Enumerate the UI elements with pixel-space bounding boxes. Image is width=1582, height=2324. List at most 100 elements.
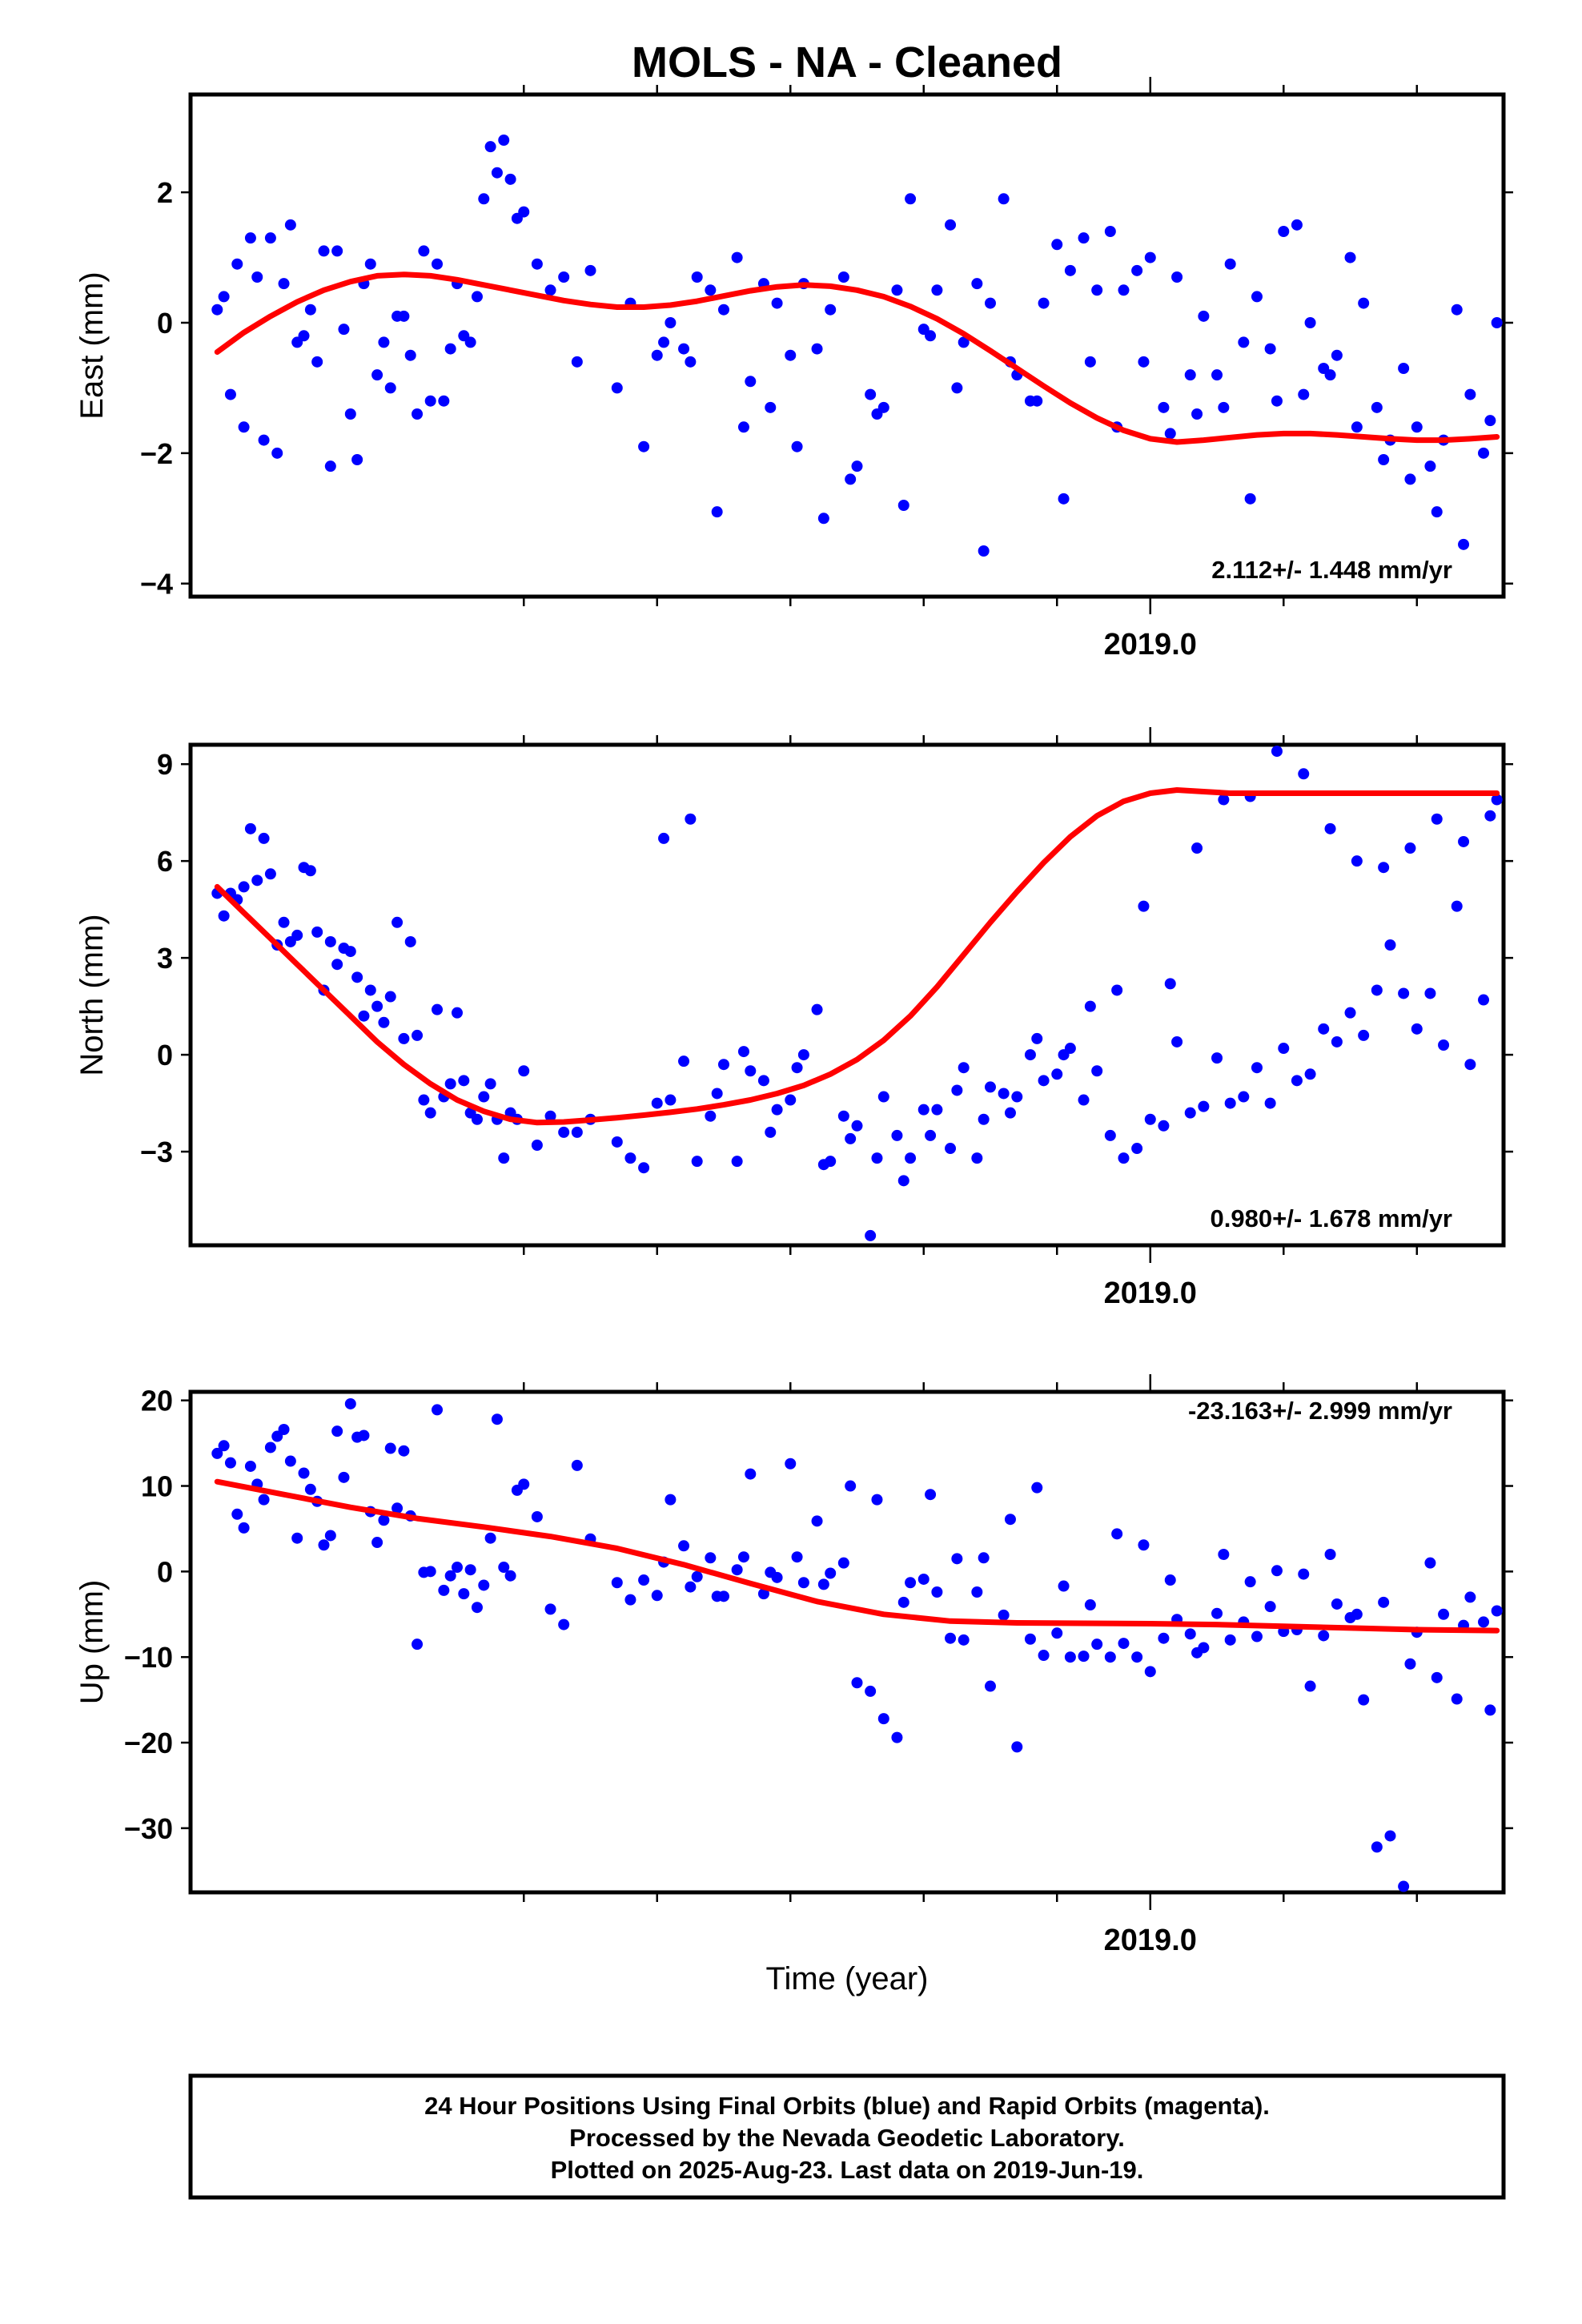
north-point — [1138, 900, 1150, 912]
north-point — [611, 1136, 623, 1148]
up-point — [1091, 1638, 1103, 1651]
east-point — [1164, 428, 1176, 440]
up-xtick-label: 2019.0 — [1104, 1924, 1197, 1957]
east-point — [1484, 415, 1496, 427]
east-point — [284, 219, 296, 231]
up-point — [258, 1494, 270, 1506]
north-point — [1111, 984, 1123, 996]
up-point — [1224, 1634, 1236, 1646]
up-point — [1384, 1830, 1396, 1842]
north-point — [1324, 822, 1336, 834]
east-point — [1118, 284, 1130, 296]
north-point — [311, 926, 323, 938]
east-point — [978, 545, 990, 557]
up-point — [451, 1562, 463, 1574]
east-point — [717, 304, 729, 316]
north-ytick-label: 9 — [157, 748, 173, 781]
north-point — [1371, 984, 1383, 996]
east-point — [1491, 317, 1503, 328]
up-point — [1011, 1741, 1023, 1753]
up-point — [278, 1424, 290, 1436]
east-point — [1451, 304, 1463, 316]
east-point — [765, 401, 777, 413]
up-point — [391, 1502, 404, 1514]
north-point — [638, 1162, 650, 1174]
north-point — [331, 959, 343, 971]
up-point — [865, 1685, 877, 1697]
up-point — [1244, 1576, 1256, 1588]
up-ytick-label: −10 — [124, 1641, 173, 1674]
up-point — [897, 1596, 909, 1608]
east-point — [311, 356, 323, 368]
up-point — [464, 1564, 476, 1576]
north-xtick-label: 2019.0 — [1104, 1277, 1197, 1310]
east-point — [998, 193, 1010, 205]
east-point — [651, 349, 663, 361]
east-frame — [188, 92, 1506, 599]
up-point — [444, 1570, 456, 1582]
up-point — [757, 1588, 769, 1600]
up-point — [291, 1532, 303, 1544]
east-point — [324, 460, 336, 472]
east-point — [584, 264, 596, 276]
north-point — [1038, 1075, 1050, 1087]
east-point — [351, 454, 363, 465]
east-point — [304, 304, 316, 316]
east-point — [1304, 317, 1316, 328]
north-point — [244, 822, 256, 834]
east-point — [691, 271, 703, 283]
east-point — [638, 440, 650, 452]
up-point — [412, 1638, 424, 1651]
up-point — [218, 1440, 230, 1452]
up-point — [1398, 1880, 1410, 1892]
up-point — [705, 1552, 717, 1564]
north-point — [1251, 1062, 1263, 1074]
east-point — [1404, 473, 1416, 485]
east-point — [464, 336, 476, 348]
up-point — [504, 1570, 516, 1582]
east-point — [845, 473, 857, 485]
north-point — [1278, 1043, 1290, 1055]
east-point — [678, 343, 690, 355]
east-ytick-label: 2 — [157, 176, 173, 209]
up-point — [358, 1429, 370, 1441]
east-point — [504, 173, 516, 185]
up-point — [978, 1552, 990, 1564]
up-point — [1484, 1704, 1496, 1716]
up-point — [1184, 1628, 1196, 1640]
up-ytick-label: −20 — [124, 1727, 173, 1759]
x-axis-label: Time (year) — [766, 1961, 929, 1996]
north-point — [1104, 1129, 1116, 1141]
up-point — [1404, 1658, 1416, 1670]
east-point — [498, 135, 510, 146]
up-point — [471, 1602, 483, 1614]
east-point — [951, 382, 963, 394]
up-point — [298, 1467, 310, 1479]
up-point — [1304, 1680, 1316, 1692]
north-point — [711, 1088, 723, 1100]
up-point — [998, 1609, 1010, 1621]
up-point — [371, 1537, 383, 1549]
north-point — [484, 1078, 496, 1090]
east-point — [1244, 493, 1256, 505]
up-point — [1264, 1601, 1276, 1613]
east-point — [331, 245, 343, 257]
north-point — [478, 1091, 490, 1103]
east-point — [851, 460, 863, 472]
east-panel: 2 0 −2 −4 2019.0 East (mm) 2.112+/- 1.448 mm/y… — [74, 77, 1513, 661]
east-point — [865, 388, 877, 400]
east-point — [705, 284, 717, 296]
north-point — [925, 1129, 937, 1141]
north-point — [891, 1129, 903, 1141]
north-point — [998, 1088, 1010, 1100]
north-point — [791, 1062, 803, 1074]
up-point — [817, 1578, 829, 1590]
east-point — [1218, 401, 1230, 413]
up-point — [1024, 1633, 1036, 1645]
east-point — [958, 336, 970, 348]
east-point — [817, 513, 829, 525]
east-point — [1184, 369, 1196, 381]
north-point — [1171, 1035, 1183, 1047]
up-data — [211, 1397, 1503, 1892]
